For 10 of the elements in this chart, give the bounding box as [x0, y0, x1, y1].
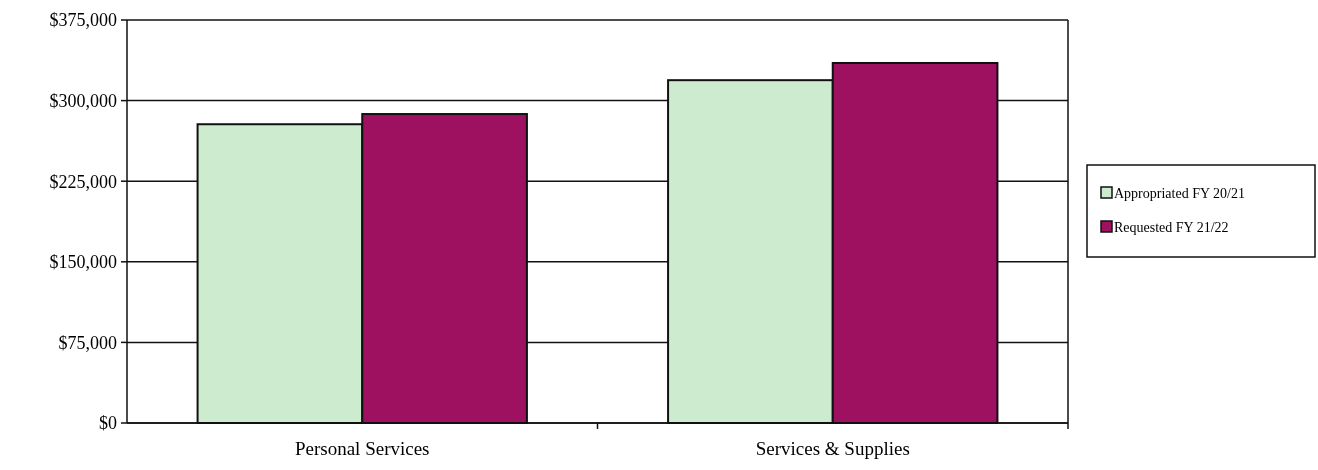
y-tick-label: $375,000: [49, 10, 117, 31]
legend-label: Requested FY 21/22: [1114, 219, 1229, 235]
y-tick-label: $75,000: [58, 332, 117, 353]
x-tick-label: Personal Services: [294, 438, 430, 459]
y-tick-label: $300,000: [49, 90, 117, 111]
y-tick-label: $150,000: [49, 252, 117, 273]
y-tick-label: $0: [99, 413, 117, 434]
x-tick-label: Services & Supplies: [755, 438, 910, 459]
y-tick-label: $225,000: [49, 171, 117, 192]
legend-label: Appropriated FY 20/21: [1114, 185, 1245, 201]
